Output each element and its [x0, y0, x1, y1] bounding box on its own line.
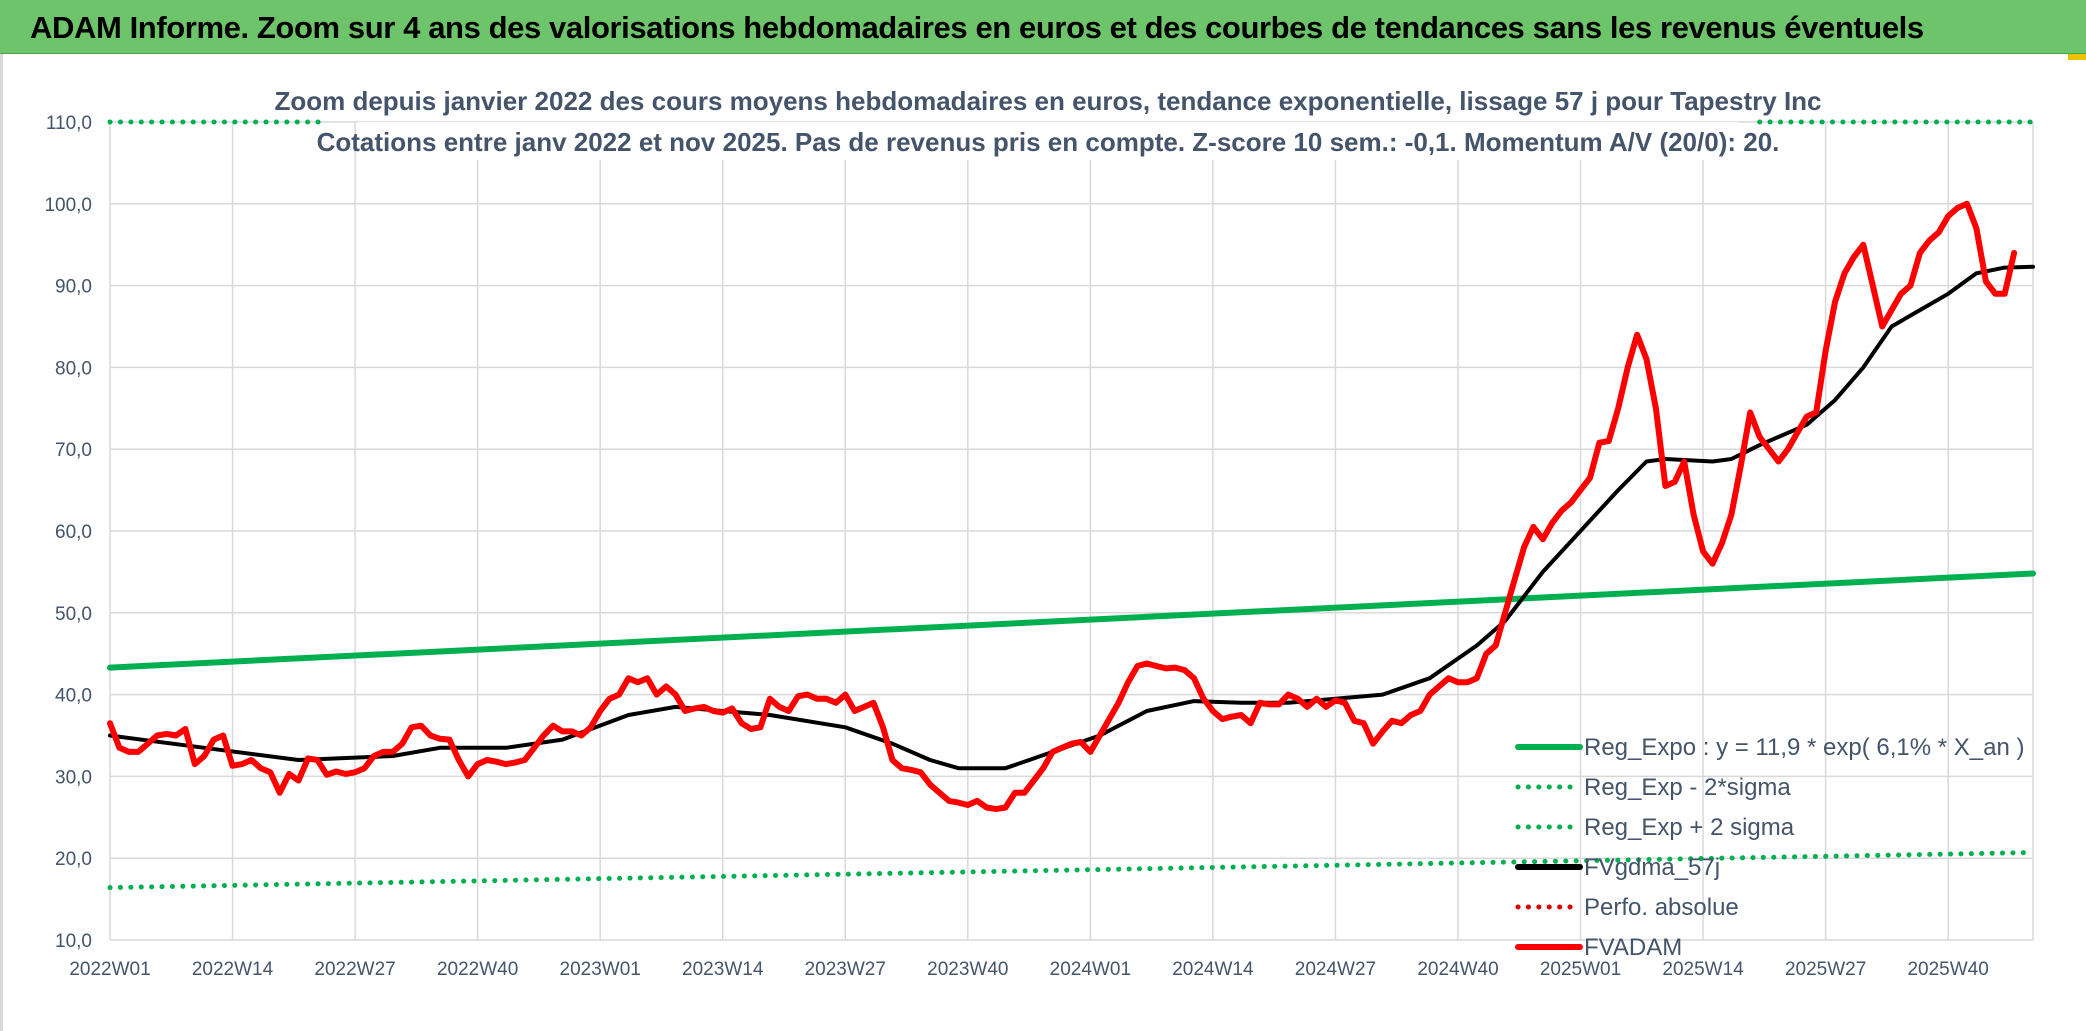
x-tick-label: 2022W27 — [314, 959, 395, 980]
chart-area: 10,0 20,0 30,0 40,0 50,0 60,0 70,0 80,0 90,0 100,… — [0, 54, 2086, 1031]
x-tick-label: 2024W14 — [1172, 959, 1254, 980]
y-tick-label: 50,0 — [55, 604, 92, 625]
x-tick-label: 2023W27 — [805, 959, 886, 980]
y-tick-label: 20,0 — [55, 849, 92, 870]
y-tick-label: 80,0 — [55, 358, 92, 379]
series-line-fvadam — [107, 200, 2018, 813]
x-tick-label: 2023W40 — [927, 959, 1008, 980]
y-tick-label: 70,0 — [55, 440, 92, 461]
chart-title-line-1: Zoom depuis janvier 2022 des cours moyen… — [274, 86, 1821, 116]
x-tick-label: 2022W01 — [69, 959, 150, 980]
title-backdrop-1 — [338, 82, 1758, 120]
title-backdrop-2 — [358, 122, 1738, 160]
x-tick-label: 2025W01 — [1540, 959, 1621, 980]
y-tick-label: 30,0 — [55, 767, 92, 788]
series-line-reg-exp-2-sigma — [107, 850, 2036, 891]
y-tick-label: 60,0 — [55, 522, 92, 543]
legend-label: Perfo. absolue — [1584, 894, 1739, 921]
series-line-reg-expo-y-11-9-exp-6-1-x-an — [107, 570, 2036, 671]
x-tick-label: 2023W01 — [560, 959, 641, 980]
x-tick-label: 2025W14 — [1662, 959, 1744, 980]
y-tick-label: 100,0 — [44, 195, 92, 216]
report-banner-title: ADAM Informe. Zoom sur 4 ans des valoris… — [0, 0, 2086, 54]
series-line-fvgdma-57j — [108, 264, 2035, 771]
chart-legend: Reg_Expo : y = 11,9 * exp( 6,1% * X_an )… — [1515, 734, 2024, 961]
x-tick-label: 2024W40 — [1417, 959, 1498, 980]
banner-corner-accent — [2068, 54, 2086, 60]
legend-label: Reg_Exp + 2 sigma — [1584, 814, 1795, 841]
legend-label: FVgdma_57j — [1584, 854, 1720, 881]
y-tick-label: 10,0 — [55, 931, 92, 952]
chart-title-line-2: Cotations entre janv 2022 et nov 2025. P… — [317, 127, 1780, 157]
x-axis-ticks: 2022W01 2022W14 2022W27 2022W40 2023W01 2023W… — [69, 959, 1989, 980]
x-tick-label: 2024W27 — [1295, 959, 1376, 980]
x-tick-label: 2025W27 — [1785, 959, 1866, 980]
legend-label: Reg_Exp - 2*sigma — [1584, 774, 1791, 801]
series-lines — [107, 119, 2036, 891]
x-tick-label: 2022W14 — [192, 959, 274, 980]
line-chart: 10,0 20,0 30,0 40,0 50,0 60,0 70,0 80,0 90,0 100,… — [44, 82, 2036, 980]
y-axis-ticks: 10,0 20,0 30,0 40,0 50,0 60,0 70,0 80,0 90,0 100,… — [44, 113, 92, 952]
x-tick-label: 2025W40 — [1907, 959, 1988, 980]
y-tick-label: 110,0 — [46, 113, 92, 134]
legend-label: FVADAM — [1584, 934, 1682, 961]
y-tick-label: 40,0 — [55, 686, 92, 707]
x-tick-label: 2023W14 — [682, 959, 764, 980]
x-tick-label: 2024W01 — [1050, 959, 1131, 980]
x-tick-label: 2022W40 — [437, 959, 518, 980]
y-tick-label: 90,0 — [55, 277, 92, 298]
legend-label: Reg_Expo : y = 11,9 * exp( 6,1% * X_an ) — [1584, 734, 2024, 761]
